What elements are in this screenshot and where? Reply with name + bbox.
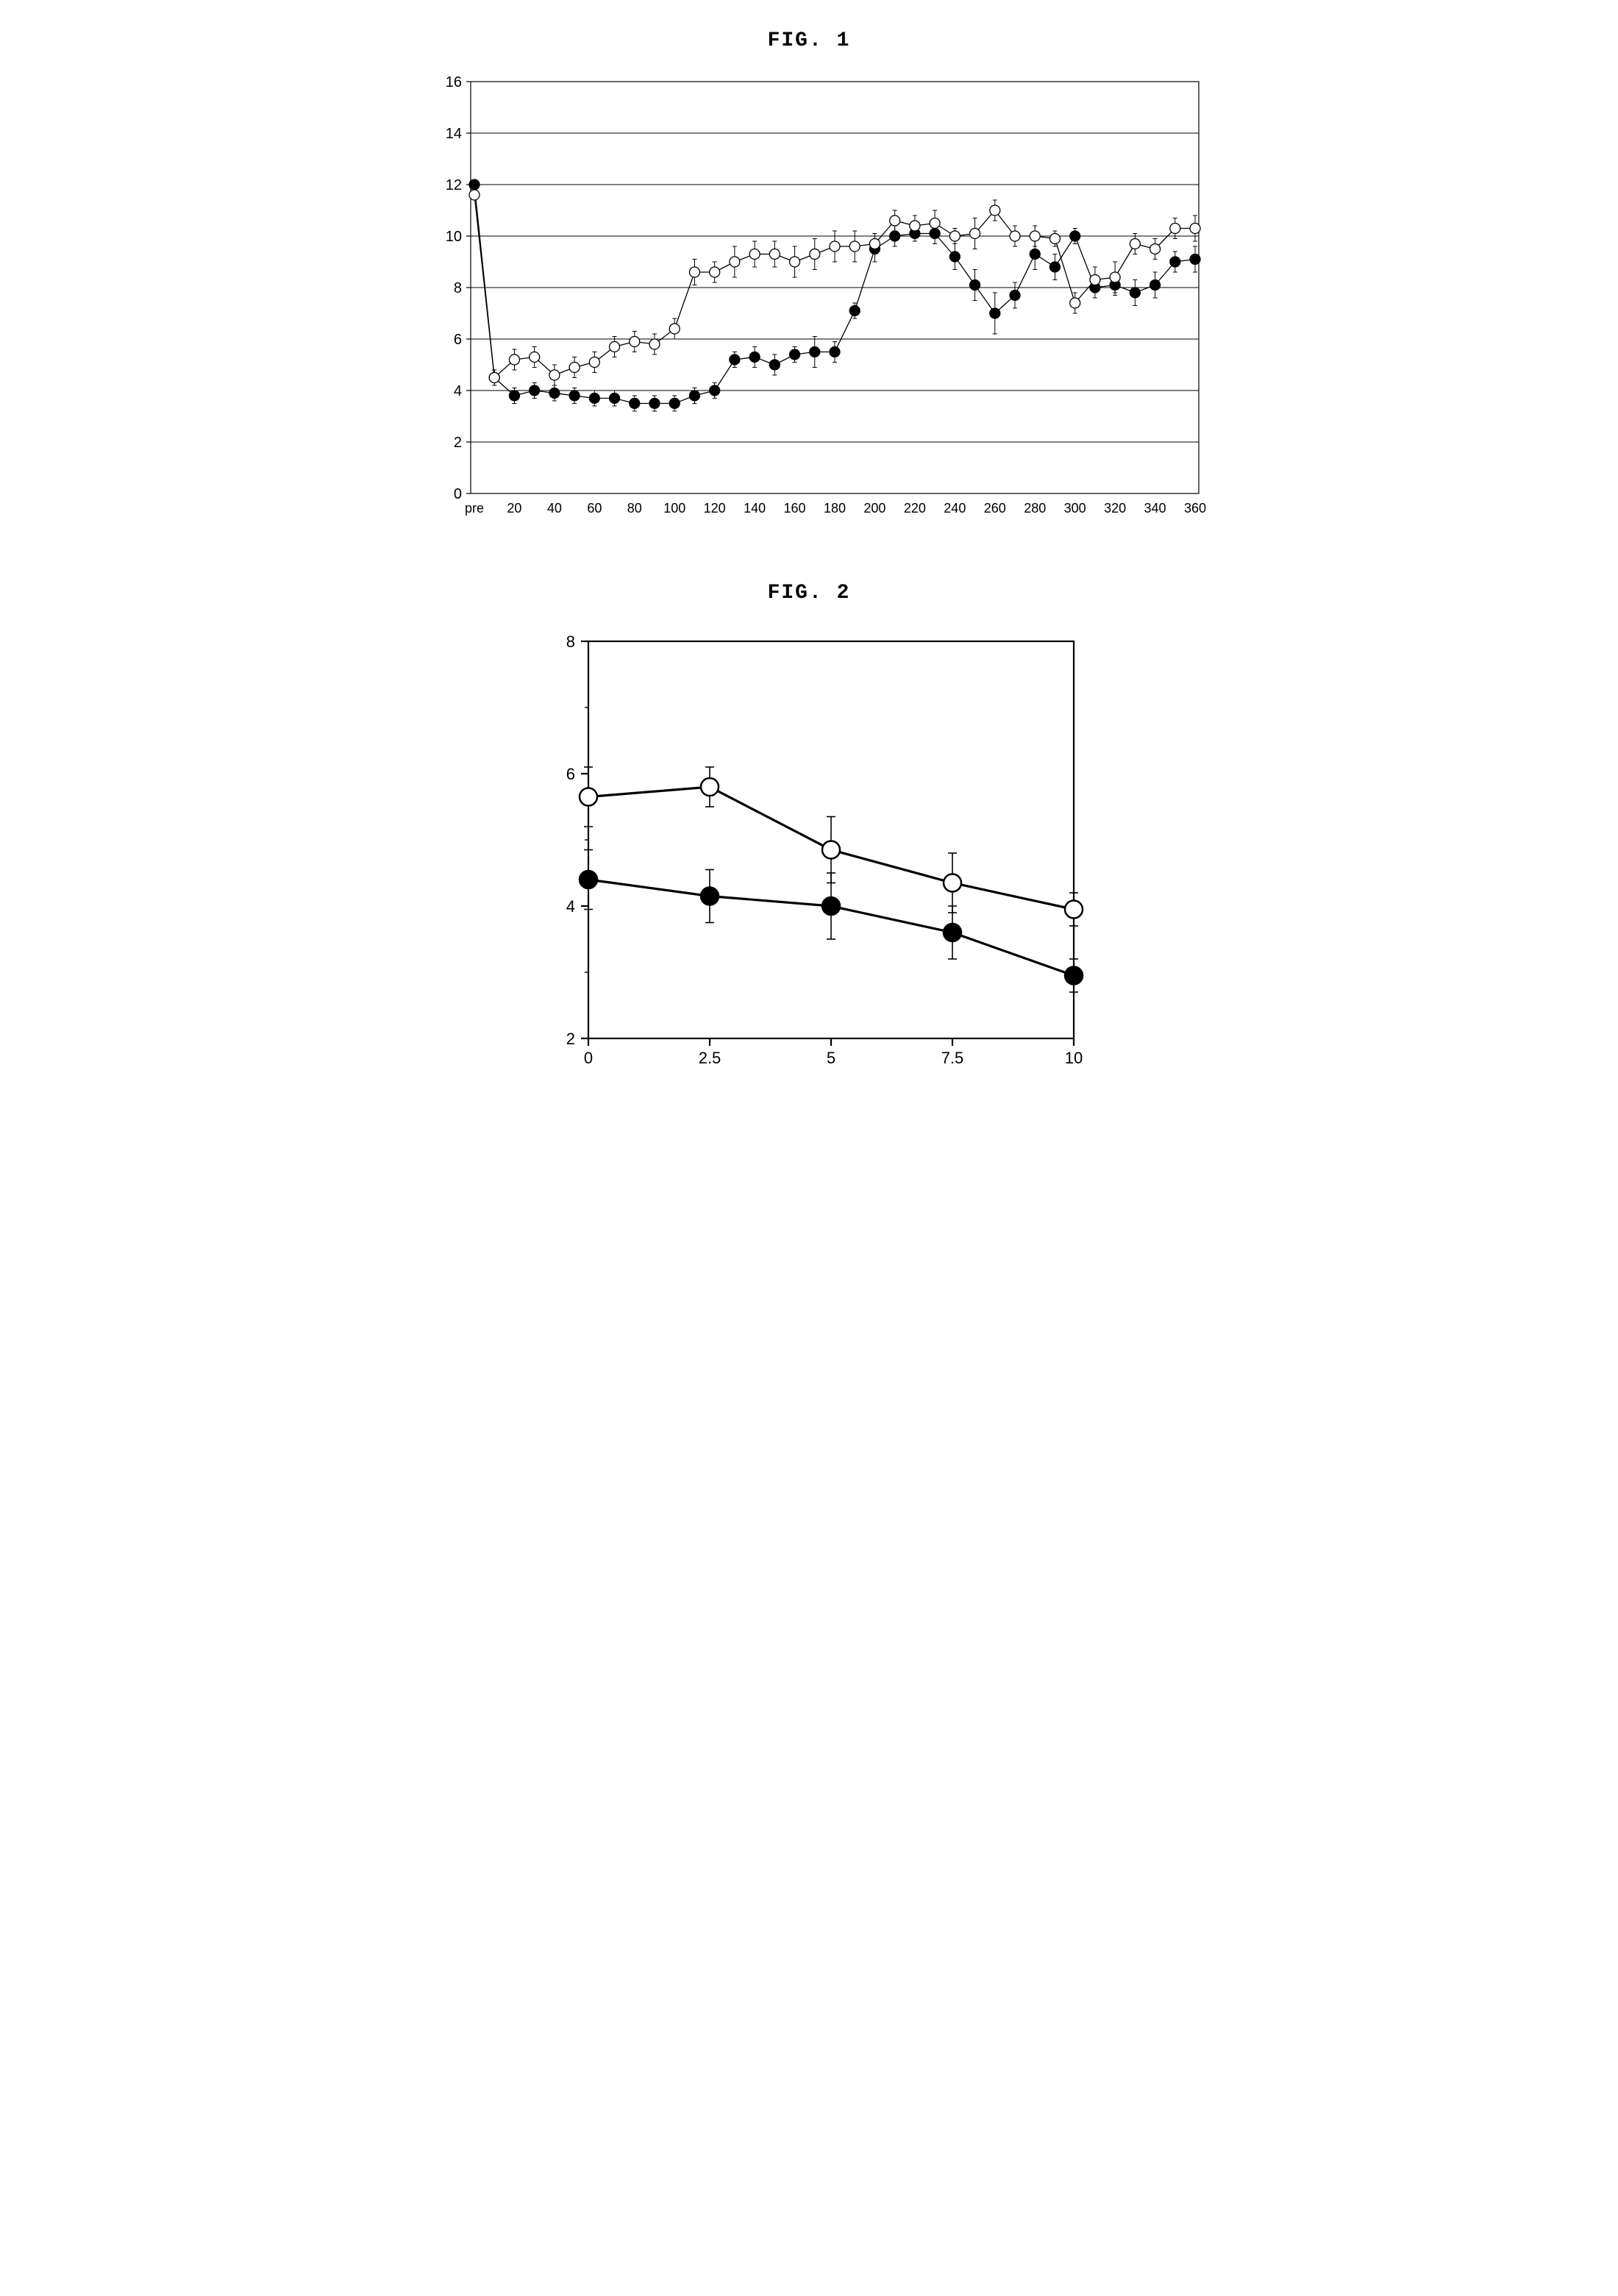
svg-text:120: 120 [704, 501, 726, 516]
svg-text:14: 14 [446, 126, 462, 142]
svg-text:2: 2 [566, 1030, 575, 1048]
svg-text:7.5: 7.5 [941, 1049, 964, 1067]
svg-text:360: 360 [1184, 501, 1206, 516]
svg-text:10: 10 [1065, 1049, 1083, 1067]
svg-text:240: 240 [944, 501, 966, 516]
svg-text:16: 16 [446, 74, 462, 90]
svg-text:6: 6 [454, 332, 462, 348]
svg-text:2.5: 2.5 [699, 1049, 721, 1067]
svg-text:320: 320 [1104, 501, 1126, 516]
svg-text:8: 8 [566, 632, 575, 651]
svg-text:0: 0 [454, 486, 462, 502]
figure-2-block: FIG. 2 2 4 6 8 0 2.5 5 7.5 10 [29, 582, 1589, 1090]
svg-text:180: 180 [824, 501, 846, 516]
svg-text:6: 6 [566, 765, 575, 783]
svg-text:140: 140 [744, 501, 766, 516]
svg-text:2: 2 [454, 435, 462, 451]
svg-text:100: 100 [663, 501, 685, 516]
figure-1-title: FIG. 1 [29, 29, 1589, 52]
svg-text:10: 10 [446, 229, 462, 245]
svg-text:5: 5 [827, 1049, 835, 1067]
svg-text:220: 220 [904, 501, 926, 516]
svg-text:280: 280 [1024, 501, 1046, 516]
svg-text:0: 0 [584, 1049, 593, 1067]
figure-2-chart: 2 4 6 8 0 2.5 5 7.5 10 [507, 619, 1111, 1090]
svg-text:160: 160 [784, 501, 806, 516]
svg-text:200: 200 [863, 501, 885, 516]
svg-text:4: 4 [566, 897, 575, 916]
svg-text:pre: pre [465, 501, 484, 516]
figure-1-block: FIG. 1 0 2 4 6 8 10 12 14 16 pre 20 40 60 80 100 120 140… [29, 29, 1589, 538]
svg-text:340: 340 [1144, 501, 1166, 516]
svg-text:12: 12 [446, 177, 462, 193]
figure-1-chart: 0 2 4 6 8 10 12 14 16 pre 20 40 60 80 100 120 140 160 180 2… [404, 67, 1214, 538]
svg-text:20: 20 [507, 501, 521, 516]
svg-text:260: 260 [984, 501, 1006, 516]
figure-1-chart-wrap: 0 2 4 6 8 10 12 14 16 pre 20 40 60 80 100 120 140 160 180 2… [29, 67, 1589, 538]
figure-2-title: FIG. 2 [29, 582, 1589, 605]
svg-text:60: 60 [587, 501, 602, 516]
svg-text:40: 40 [547, 501, 562, 516]
svg-text:300: 300 [1064, 501, 1086, 516]
figure-2-chart-wrap: 2 4 6 8 0 2.5 5 7.5 10 [29, 619, 1589, 1090]
svg-text:8: 8 [454, 280, 462, 296]
svg-text:4: 4 [454, 383, 462, 399]
svg-text:80: 80 [627, 501, 642, 516]
